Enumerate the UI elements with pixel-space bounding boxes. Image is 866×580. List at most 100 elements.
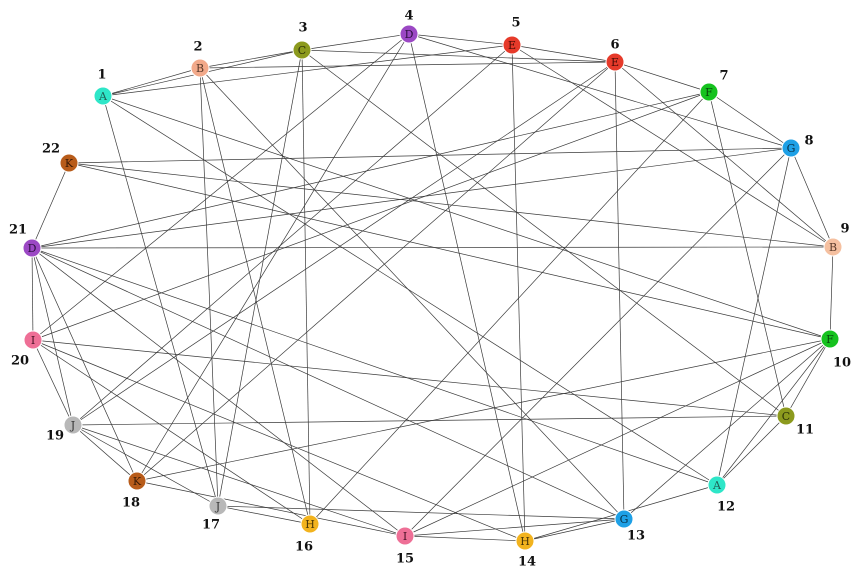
edge-19-21 bbox=[31, 247, 74, 426]
node-letter: I bbox=[31, 334, 35, 347]
node-circle bbox=[781, 138, 801, 158]
node-9: B9 bbox=[823, 222, 850, 257]
node-number: 18 bbox=[122, 496, 140, 511]
node-10: F 10 bbox=[820, 329, 851, 371]
node-number: 16 bbox=[295, 540, 313, 555]
node-number: 17 bbox=[202, 518, 220, 533]
edge-10-11 bbox=[785, 338, 831, 417]
node-16: H 16 bbox=[295, 514, 320, 555]
node-letter: F bbox=[826, 333, 834, 346]
edge-11-19 bbox=[72, 415, 787, 426]
node-18: K 18 bbox=[122, 471, 147, 511]
node-14: H 14 bbox=[515, 531, 536, 570]
node-circle bbox=[208, 496, 228, 516]
node-letter: F bbox=[705, 86, 713, 99]
edge-15-18 bbox=[136, 480, 406, 537]
node-circle bbox=[515, 531, 535, 551]
edge-10-15 bbox=[404, 338, 831, 537]
node-number: 4 bbox=[404, 9, 413, 24]
edge-8-15 bbox=[404, 147, 792, 537]
node-letter: K bbox=[65, 157, 74, 170]
node-circle bbox=[699, 82, 719, 102]
node-circle bbox=[127, 471, 147, 491]
node-number: 3 bbox=[298, 21, 307, 36]
edge-2-6 bbox=[199, 61, 616, 69]
node-number: 12 bbox=[717, 500, 735, 515]
node-number: 10 bbox=[833, 356, 851, 371]
node-circle bbox=[190, 58, 210, 78]
node-circle bbox=[614, 509, 634, 529]
node-17: J 17 bbox=[202, 496, 228, 533]
node-number: 19 bbox=[46, 429, 64, 444]
node-circle bbox=[820, 329, 840, 349]
edge-8-12 bbox=[716, 147, 792, 486]
node-letter: K bbox=[133, 475, 142, 488]
node-11: C 11 bbox=[776, 406, 814, 438]
node-2: B2 bbox=[190, 40, 210, 78]
node-20: I20 bbox=[11, 330, 43, 369]
node-number: 14 bbox=[518, 555, 536, 570]
edge-11-20 bbox=[32, 339, 787, 417]
edge-5-19 bbox=[72, 44, 513, 426]
node-circle bbox=[502, 35, 522, 55]
edge-2-16 bbox=[199, 67, 311, 525]
node-circle bbox=[292, 40, 312, 60]
node-letter: D bbox=[28, 242, 37, 255]
edge-7-8 bbox=[708, 91, 792, 149]
edge-15-19 bbox=[72, 424, 406, 537]
edges-layer bbox=[31, 33, 834, 542]
node-letter: E bbox=[508, 39, 516, 52]
node-number: 22 bbox=[42, 142, 60, 157]
node-22: K 22 bbox=[42, 142, 79, 173]
edge-1-17 bbox=[102, 95, 219, 507]
edge-7-11 bbox=[708, 91, 787, 417]
node-circle bbox=[395, 526, 415, 546]
node-19: J 19 bbox=[46, 415, 83, 444]
node-circle bbox=[707, 475, 727, 495]
edge-11-12 bbox=[716, 415, 787, 486]
edge-2-13 bbox=[199, 67, 625, 520]
edge-3-17 bbox=[217, 49, 303, 507]
edge-9-10 bbox=[829, 246, 834, 340]
node-12: A 12 bbox=[707, 475, 735, 515]
node-letter: B bbox=[829, 241, 837, 254]
edge-7-21 bbox=[31, 91, 710, 249]
edge-4-14 bbox=[408, 33, 526, 542]
edge-14-20 bbox=[32, 339, 526, 542]
node-circle bbox=[63, 415, 83, 435]
edge-3-6 bbox=[301, 49, 616, 63]
edge-6-7 bbox=[614, 61, 710, 93]
node-number: 9 bbox=[840, 222, 849, 237]
edge-5-6 bbox=[511, 44, 616, 63]
edge-13-17 bbox=[217, 505, 625, 520]
edge-9-22 bbox=[68, 162, 834, 248]
node-letter: D bbox=[405, 28, 414, 41]
edge-4-20 bbox=[32, 33, 410, 341]
node-circle bbox=[300, 514, 320, 534]
node-letter: A bbox=[98, 90, 108, 103]
edge-10-22 bbox=[68, 162, 831, 340]
node-1: A1 bbox=[93, 68, 113, 106]
node-13: G 13 bbox=[614, 509, 645, 544]
edge-13-14 bbox=[524, 518, 625, 542]
node-letter: G bbox=[787, 142, 796, 155]
node-number: 2 bbox=[193, 40, 202, 55]
edge-5-9 bbox=[511, 44, 834, 248]
node-15: I 15 bbox=[395, 526, 415, 567]
node-letter: H bbox=[305, 518, 315, 531]
node-circle bbox=[93, 86, 113, 106]
node-number: 21 bbox=[9, 223, 27, 238]
node-letter: C bbox=[298, 44, 306, 57]
edge-16-17 bbox=[217, 505, 311, 525]
edge-6-19 bbox=[72, 61, 616, 426]
edge-4-8 bbox=[408, 33, 792, 149]
edge-8-9 bbox=[790, 147, 834, 248]
node-5: E5 bbox=[502, 16, 522, 55]
node-number: 11 bbox=[796, 423, 814, 438]
edge-18-19 bbox=[72, 424, 138, 482]
edge-12-21 bbox=[31, 247, 718, 486]
edge-8-21 bbox=[31, 147, 792, 249]
node-4: D4 bbox=[399, 9, 419, 44]
